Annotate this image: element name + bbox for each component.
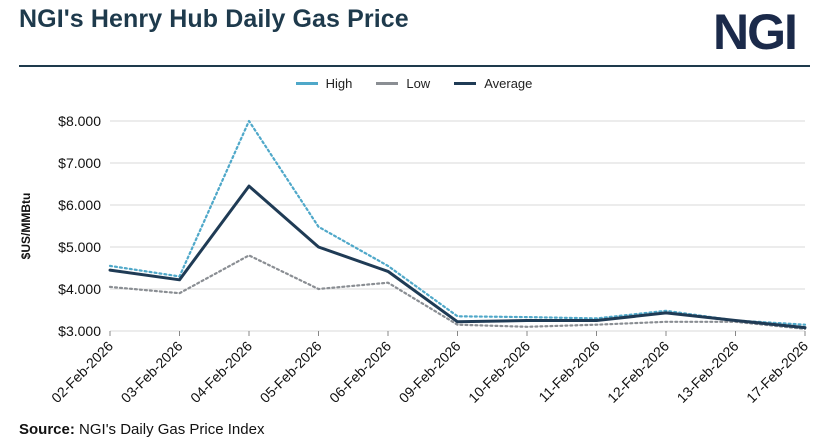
legend-swatch-average — [454, 82, 477, 85]
series-line-low — [108, 254, 807, 330]
x-tick-label: 09-Feb-2026 — [396, 338, 464, 406]
series-line-average — [108, 184, 807, 330]
x-tick-label: 10-Feb-2026 — [465, 338, 533, 406]
legend-swatch-low — [376, 82, 399, 85]
legend-item-low: Low — [376, 76, 430, 91]
y-tick-label: $6.000 — [58, 197, 101, 213]
x-tick-label: 03-Feb-2026 — [118, 338, 186, 406]
source-label: Source: — [19, 421, 75, 438]
ngi-logo: NGI — [713, 4, 798, 60]
x-tick-label: 04-Feb-2026 — [187, 338, 255, 406]
chart-legend: High Low Average — [0, 76, 828, 91]
y-tick-label: $5.000 — [58, 239, 101, 255]
y-axis-title: $US/MMBtu — [19, 193, 33, 260]
legend-label-low: Low — [406, 76, 431, 91]
x-tick-label: 13-Feb-2026 — [674, 338, 742, 406]
y-tick-label: $4.000 — [58, 281, 101, 297]
x-tick-label: 11-Feb-2026 — [535, 338, 602, 405]
series-line-high — [108, 119, 807, 326]
legend-label-average: Average — [484, 76, 533, 91]
x-tick-label: 12-Feb-2026 — [604, 338, 672, 406]
price-chart: $8.000 $7.000 $6.000 $5.000 $4.000 $3.00002-F… — [19, 113, 811, 406]
legend-item-high: High — [295, 76, 353, 91]
x-tick-label: 02-Feb-2026 — [48, 338, 116, 406]
legend-swatch-high — [295, 82, 318, 85]
x-tick-label: 06-Feb-2026 — [326, 338, 394, 406]
y-tick-label: $8.000 — [58, 113, 101, 129]
title-divider — [19, 65, 810, 67]
source-text: NGI's Daily Gas Price Index — [74, 421, 265, 438]
source-note: Source: NGI's Daily Gas Price Index — [19, 421, 264, 438]
legend-label-high: High — [325, 76, 353, 91]
legend-item-average: Average — [454, 76, 532, 91]
y-tick-label: $3.000 — [58, 323, 101, 339]
x-tick-label: 05-Feb-2026 — [257, 338, 325, 406]
y-tick-label: $7.000 — [58, 155, 101, 171]
x-tick-label: 17-Feb-2026 — [743, 338, 811, 406]
chart-title: NGI's Henry Hub Daily Gas Price — [19, 5, 409, 33]
